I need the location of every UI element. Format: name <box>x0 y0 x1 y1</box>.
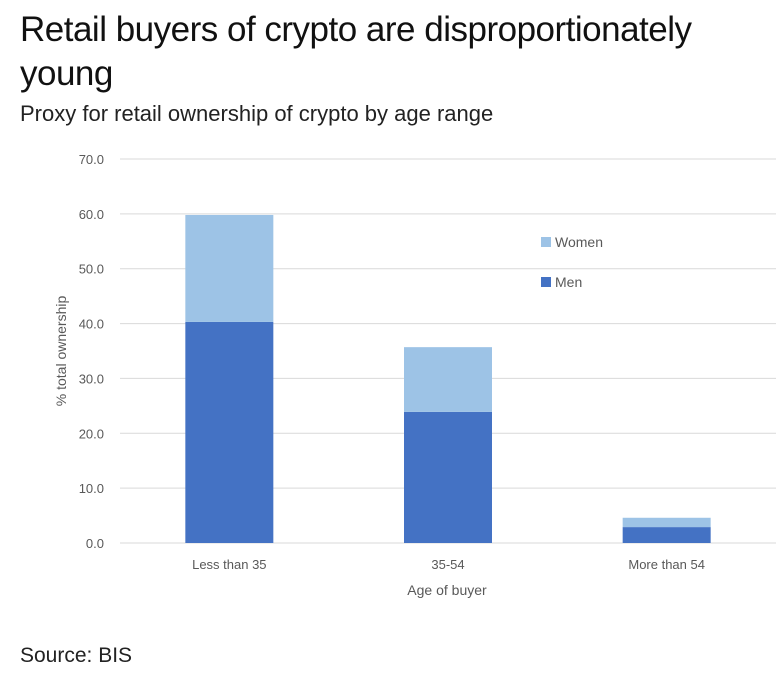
bars <box>185 214 711 543</box>
y-tick-label: 20.0 <box>79 426 104 441</box>
y-tick-label: 0.0 <box>86 536 104 551</box>
bar-men-2 <box>404 411 492 543</box>
y-axis-label: % total ownership <box>53 296 69 407</box>
source-note: Source: BIS <box>20 644 133 667</box>
y-tick-label: 10.0 <box>79 481 104 496</box>
y-tick-label: 30.0 <box>79 371 104 386</box>
x-tick-label: Less than 35 <box>192 557 266 572</box>
legend-swatch-men <box>541 277 551 287</box>
y-tick-label: 50.0 <box>79 262 104 277</box>
x-axis-categories: Less than 35 35-54 More than 54 <box>192 557 705 572</box>
y-tick-label: 60.0 <box>79 207 104 222</box>
chart-subtitle: Proxy for retail ownership of crypto by … <box>20 101 494 126</box>
x-tick-label: More than 54 <box>628 557 705 572</box>
bar-women-3 <box>622 517 711 528</box>
bar-women-2 <box>404 347 492 412</box>
legend-swatch-women <box>541 237 551 247</box>
x-tick-label: 35-54 <box>431 557 464 572</box>
bar-women-1 <box>185 214 274 322</box>
legend-label-women: Women <box>555 234 603 250</box>
legend: Women Men <box>541 234 603 290</box>
chart-title: Retail buyers of crypto are disproportio… <box>20 10 692 93</box>
y-tick-label: 40.0 <box>79 317 104 332</box>
bar-men-1 <box>185 321 274 543</box>
stacked-bar-chart: 0.0 10.0 20.0 30.0 40.0 50.0 60.0 70.0 Less tha… <box>53 152 776 598</box>
y-tick-label: 70.0 <box>79 152 104 167</box>
legend-label-men: Men <box>555 274 582 290</box>
y-axis-ticks: 0.0 10.0 20.0 30.0 40.0 50.0 60.0 70.0 <box>79 152 104 551</box>
bar-men-3 <box>622 527 711 543</box>
x-axis-label: Age of buyer <box>407 582 487 598</box>
